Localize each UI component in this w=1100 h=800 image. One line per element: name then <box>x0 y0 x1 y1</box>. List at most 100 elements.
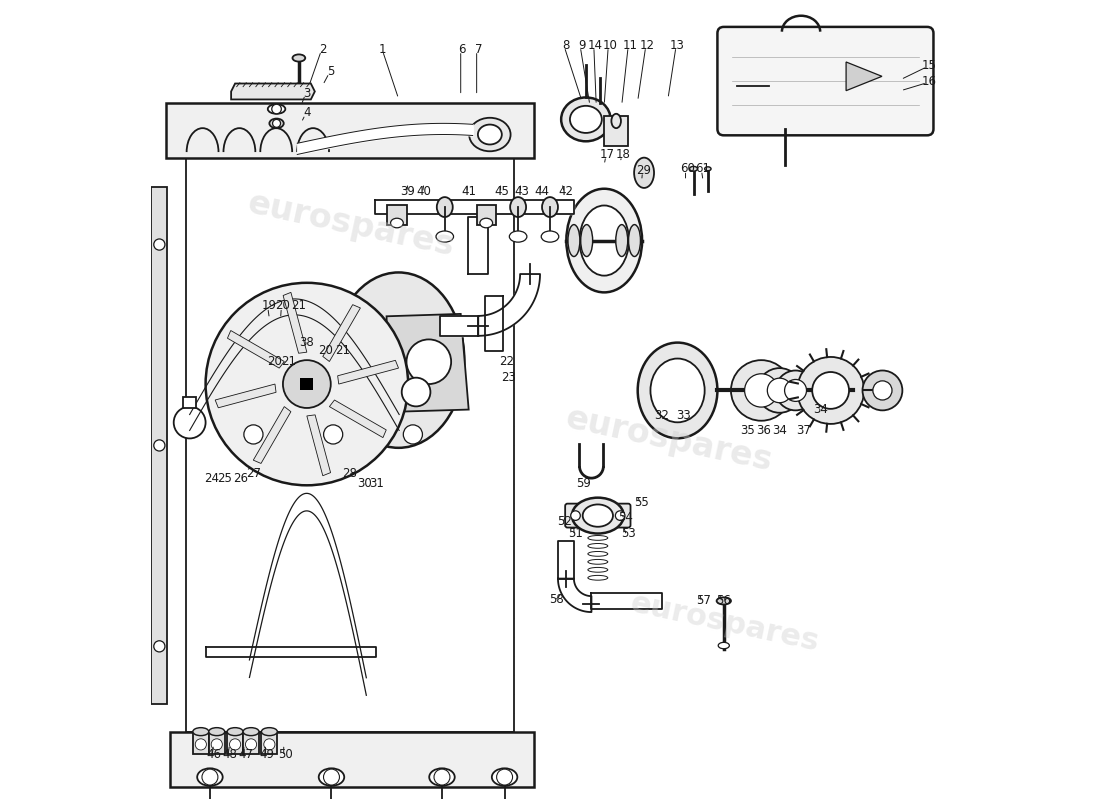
Bar <box>476 205 496 225</box>
Ellipse shape <box>510 197 526 217</box>
Circle shape <box>211 739 222 750</box>
Ellipse shape <box>581 225 593 257</box>
Ellipse shape <box>541 231 559 242</box>
Text: 35: 35 <box>740 424 755 437</box>
Text: eurospares: eurospares <box>244 186 458 262</box>
Ellipse shape <box>243 728 258 736</box>
Text: 21: 21 <box>280 355 296 368</box>
Text: 52: 52 <box>557 514 572 528</box>
Ellipse shape <box>634 158 654 188</box>
Ellipse shape <box>477 125 502 145</box>
Circle shape <box>434 769 450 785</box>
Circle shape <box>154 440 165 451</box>
Ellipse shape <box>580 206 629 276</box>
Text: 45: 45 <box>495 185 509 198</box>
Ellipse shape <box>650 358 705 422</box>
Polygon shape <box>485 296 503 350</box>
Text: 58: 58 <box>549 593 564 606</box>
Text: 38: 38 <box>299 336 315 349</box>
Text: 6: 6 <box>459 42 466 56</box>
Text: 2: 2 <box>319 42 327 56</box>
Text: 14: 14 <box>587 38 603 52</box>
Text: 37: 37 <box>796 424 811 437</box>
Polygon shape <box>283 292 307 354</box>
Text: eurospares: eurospares <box>628 589 823 658</box>
Text: 31: 31 <box>368 478 384 490</box>
Ellipse shape <box>192 728 209 736</box>
Text: 60: 60 <box>680 162 694 175</box>
Circle shape <box>283 360 331 408</box>
Ellipse shape <box>705 167 711 170</box>
Text: 20: 20 <box>318 344 332 357</box>
Text: 21: 21 <box>336 344 350 357</box>
Text: 24: 24 <box>204 472 219 485</box>
Polygon shape <box>338 360 398 384</box>
Polygon shape <box>253 406 290 463</box>
Bar <box>604 116 628 146</box>
Text: 61: 61 <box>695 162 711 175</box>
Text: 20: 20 <box>267 355 283 368</box>
Ellipse shape <box>612 114 621 128</box>
Circle shape <box>230 739 241 750</box>
Polygon shape <box>558 541 574 578</box>
Text: 49: 49 <box>260 748 275 762</box>
Circle shape <box>154 641 165 652</box>
Bar <box>300 378 313 390</box>
Circle shape <box>768 378 792 402</box>
Circle shape <box>776 370 815 410</box>
Text: 46: 46 <box>206 748 221 762</box>
Circle shape <box>323 769 340 785</box>
Text: 8: 8 <box>562 38 570 52</box>
Polygon shape <box>206 647 376 657</box>
Ellipse shape <box>480 218 493 228</box>
Text: 13: 13 <box>670 38 685 52</box>
Polygon shape <box>592 593 661 609</box>
Ellipse shape <box>469 118 510 151</box>
Ellipse shape <box>690 166 697 171</box>
Ellipse shape <box>293 54 306 62</box>
Circle shape <box>798 357 865 424</box>
Text: 29: 29 <box>637 164 651 177</box>
Polygon shape <box>322 305 361 362</box>
Polygon shape <box>231 83 315 99</box>
Polygon shape <box>469 217 488 274</box>
Polygon shape <box>440 316 478 336</box>
Ellipse shape <box>436 231 453 242</box>
Text: 23: 23 <box>502 371 516 384</box>
Text: 42: 42 <box>559 185 573 198</box>
Circle shape <box>745 374 778 407</box>
Circle shape <box>873 381 892 400</box>
Bar <box>227 732 243 754</box>
Polygon shape <box>478 274 540 336</box>
Circle shape <box>323 425 343 444</box>
Bar <box>262 732 277 754</box>
Text: 50: 50 <box>278 748 293 762</box>
Text: 18: 18 <box>616 148 630 161</box>
Text: 39: 39 <box>400 185 416 198</box>
Circle shape <box>174 406 206 438</box>
Polygon shape <box>216 384 276 408</box>
Circle shape <box>154 239 165 250</box>
Bar <box>152 187 167 704</box>
Bar <box>184 397 196 408</box>
Text: 9: 9 <box>579 38 585 52</box>
Text: 47: 47 <box>238 748 253 762</box>
Text: 26: 26 <box>233 472 249 485</box>
Circle shape <box>496 769 513 785</box>
Circle shape <box>244 425 263 444</box>
Circle shape <box>812 372 849 409</box>
Text: 32: 32 <box>654 410 669 422</box>
FancyBboxPatch shape <box>565 504 630 527</box>
Text: 1: 1 <box>378 42 386 56</box>
Circle shape <box>615 511 625 520</box>
Ellipse shape <box>542 197 558 217</box>
Circle shape <box>407 339 451 384</box>
Text: 53: 53 <box>620 527 636 541</box>
Circle shape <box>784 379 806 402</box>
Ellipse shape <box>209 728 224 736</box>
Text: 57: 57 <box>695 594 711 607</box>
Text: 59: 59 <box>576 478 591 490</box>
Text: 16: 16 <box>921 74 936 88</box>
Text: 7: 7 <box>474 42 482 56</box>
Circle shape <box>571 511 581 520</box>
